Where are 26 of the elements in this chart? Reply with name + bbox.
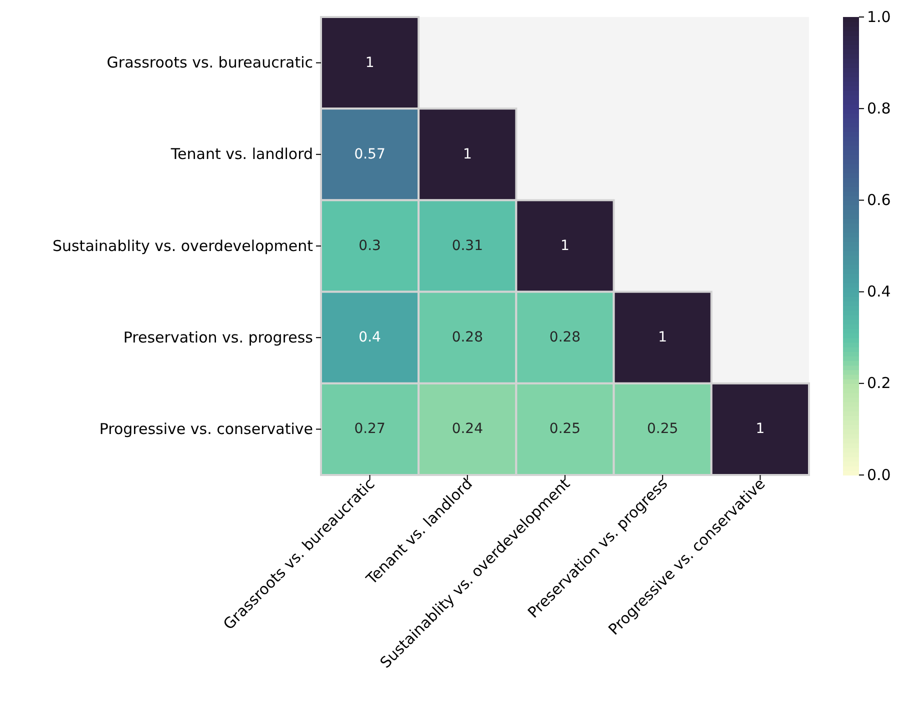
color-bar-label: 1.0 bbox=[867, 8, 891, 26]
data-label: 1 bbox=[658, 330, 668, 346]
color-bar-label: 0.6 bbox=[867, 191, 891, 209]
data-label: 0.4 bbox=[358, 330, 382, 346]
y-tick-label: Sustainablity vs. overdevelopment bbox=[52, 236, 314, 255]
data-label: 1 bbox=[365, 54, 374, 71]
color-bar-label: 0.8 bbox=[867, 99, 891, 118]
color-bar-label: 0.0 bbox=[867, 466, 891, 484]
data-label: 1 bbox=[560, 238, 570, 254]
color-bar-label: 0.4 bbox=[867, 282, 891, 301]
data-label: 0.31 bbox=[452, 238, 483, 254]
y-tick-label: Grassroots vs. bureaucratic bbox=[106, 54, 313, 72]
y-tick-label: Preservation vs. progress bbox=[123, 328, 314, 346]
y-tick-label: Tenant vs. landlord bbox=[170, 145, 313, 164]
data-label: 0.28 bbox=[452, 330, 483, 346]
data-label: 0.57 bbox=[354, 146, 386, 162]
data-label: 0.24 bbox=[452, 421, 484, 438]
data-label: 1 bbox=[756, 421, 765, 438]
data-label: 0.25 bbox=[647, 421, 678, 438]
data-label: 0.27 bbox=[354, 421, 386, 438]
data-label: 1 bbox=[462, 146, 472, 162]
data-label: 0.25 bbox=[549, 421, 581, 438]
data-label: 0.3 bbox=[358, 238, 381, 254]
y-tick-label: Progressive vs. conservative bbox=[99, 420, 313, 438]
data-label: 0.28 bbox=[549, 330, 581, 346]
color-bar-label: 0.2 bbox=[867, 374, 891, 392]
